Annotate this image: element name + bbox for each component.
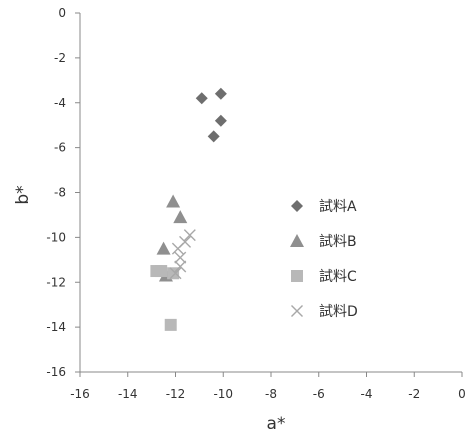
legend-marker-1 xyxy=(290,234,304,247)
y-tick-label: -10 xyxy=(46,230,66,244)
series-2-point xyxy=(164,318,177,331)
series-1-point xyxy=(166,194,181,208)
series-1-point xyxy=(173,210,188,224)
axes xyxy=(79,13,462,373)
x-tick-label: -16 xyxy=(70,387,90,401)
y-tick-label: -12 xyxy=(46,275,66,289)
legend-label: 試料B xyxy=(319,234,357,250)
x-tick-label: -4 xyxy=(361,387,373,401)
legend-marker-2 xyxy=(291,270,303,282)
x-tick-label: -6 xyxy=(313,387,325,401)
y-tick-label: -16 xyxy=(46,365,66,379)
y-tick-label: -8 xyxy=(54,186,66,200)
series-0-point xyxy=(214,87,227,100)
legend: 試料A 試料B 試料C 試料D xyxy=(290,199,358,320)
legend-marker-3 xyxy=(291,305,303,317)
series-0-point xyxy=(207,130,220,143)
legend-label: 試料A xyxy=(319,199,357,215)
x-tick-label: -8 xyxy=(265,387,277,401)
x-axis-title: a* xyxy=(267,414,286,434)
series-0-point xyxy=(214,114,227,127)
legend-label: 試料D xyxy=(319,304,358,320)
y-tick-label: 0 xyxy=(58,6,66,20)
legend-marker-0 xyxy=(291,200,303,212)
x-tick-label: -10 xyxy=(213,387,233,401)
y-tick-label: -14 xyxy=(46,320,66,334)
series-3-point xyxy=(174,260,187,273)
y-tick-label: -6 xyxy=(54,141,66,155)
data-points xyxy=(150,87,227,331)
x-tick-label: -14 xyxy=(118,387,138,401)
x-tick-label: -2 xyxy=(408,387,420,401)
y-tick-label: -4 xyxy=(54,96,66,110)
x-tick-label: 0 xyxy=(458,387,466,401)
x-tick-label: -12 xyxy=(166,387,186,401)
series-2-point xyxy=(155,265,168,278)
series-3-point xyxy=(169,267,182,280)
series-1-point xyxy=(156,241,171,255)
y-axis-ticks: 0 -2 -4 -6 -8 -10 -12 -14 -16 xyxy=(46,6,80,379)
series-0-point xyxy=(195,92,208,105)
y-tick-label: -2 xyxy=(54,51,66,65)
y-axis-title: b* xyxy=(13,185,33,204)
series-3-point xyxy=(183,229,196,242)
series-3-point xyxy=(174,251,187,264)
x-axis-ticks: -16 -14 -12 -10 -8 -6 -4 -2 0 xyxy=(70,372,466,401)
series-3-point xyxy=(171,242,184,255)
legend-label: 試料C xyxy=(319,269,357,285)
